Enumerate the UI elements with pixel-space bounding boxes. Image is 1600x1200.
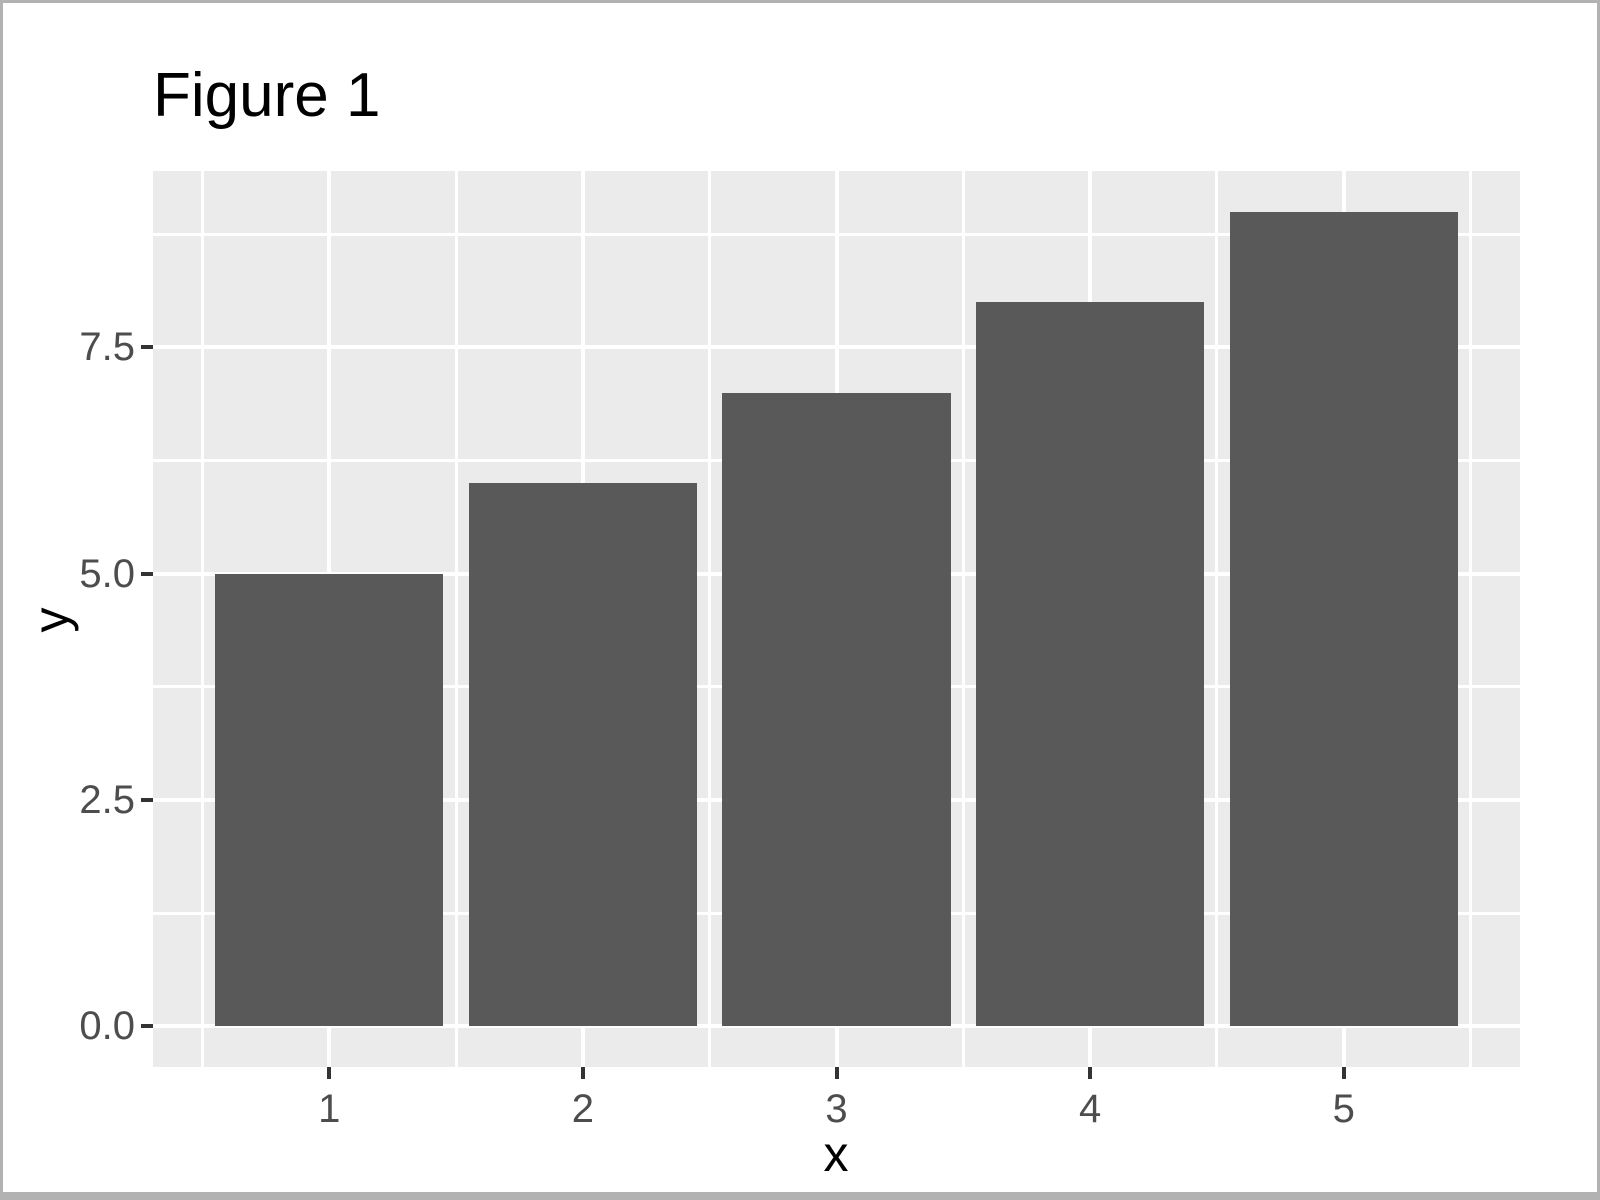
x-tick-label: 3: [825, 1087, 848, 1131]
gridline-minor-vertical: [1469, 171, 1473, 1067]
y-tick-label: 0.0: [79, 1004, 135, 1049]
gridline-minor-vertical: [200, 171, 204, 1067]
x-tick-label: 4: [1078, 1087, 1102, 1131]
bar-x1: [215, 573, 444, 1027]
x-tick-mark: [327, 1067, 332, 1079]
x-tick-mark: [580, 1067, 585, 1079]
bar-x3: [722, 392, 951, 1027]
gridline-major-horizontal: [153, 345, 1520, 350]
bar-x5: [1229, 211, 1458, 1027]
gridline-major-horizontal: [153, 1024, 1520, 1029]
bar-x2: [468, 483, 697, 1027]
chart-title: Figure 1: [153, 61, 381, 130]
y-tick-mark: [141, 571, 153, 576]
plot-panel: [153, 171, 1520, 1067]
x-tick-mark: [1341, 1067, 1346, 1079]
x-tick-label: 1: [318, 1087, 341, 1131]
gridline-minor-vertical: [708, 171, 712, 1067]
bar-x4: [975, 302, 1205, 1027]
x-tick-mark: [834, 1067, 839, 1079]
gridline-minor-vertical: [961, 171, 965, 1067]
y-tick-label: 5.0: [79, 551, 135, 596]
gridline-minor-vertical: [454, 171, 458, 1067]
x-tick-label: 2: [571, 1087, 594, 1131]
y-tick-label: 2.5: [79, 778, 135, 822]
y-tick-label: 7.5: [79, 325, 135, 370]
y-tick-mark: [141, 1024, 153, 1029]
gridline-minor-vertical: [1215, 171, 1219, 1067]
y-tick-mark: [141, 345, 153, 350]
y-axis-title: y: [23, 607, 79, 633]
y-tick-mark: [141, 798, 153, 802]
x-axis-title: x: [823, 1126, 849, 1182]
x-tick-label: 5: [1332, 1087, 1355, 1131]
x-tick-mark: [1088, 1067, 1093, 1079]
